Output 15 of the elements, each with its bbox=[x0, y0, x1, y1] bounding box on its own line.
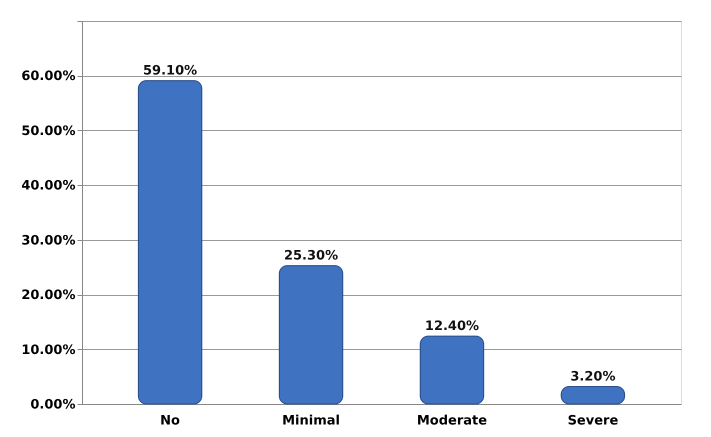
data-label: 3.20% bbox=[570, 369, 616, 384]
x-tick-label: Moderate bbox=[416, 414, 488, 428]
y-tick-label: 30.00% bbox=[21, 233, 76, 248]
data-label: 25.30% bbox=[284, 248, 338, 264]
data-label: 12.40% bbox=[424, 319, 480, 334]
y-tick-label: 10.00% bbox=[21, 342, 76, 358]
data-label: 59.10% bbox=[143, 64, 198, 79]
x-tick-label: No bbox=[160, 414, 180, 428]
y-tick-label: 60.00% bbox=[21, 69, 76, 84]
y-tick-label: 0.00% bbox=[30, 398, 76, 412]
x-tick-label: Minimal bbox=[282, 414, 340, 428]
y-tick-label: 50.00% bbox=[21, 124, 76, 139]
y-tick-label: 20.00% bbox=[21, 288, 76, 304]
y-tick-label: 40.00% bbox=[21, 178, 76, 194]
x-tick-label: Severe bbox=[568, 414, 618, 428]
